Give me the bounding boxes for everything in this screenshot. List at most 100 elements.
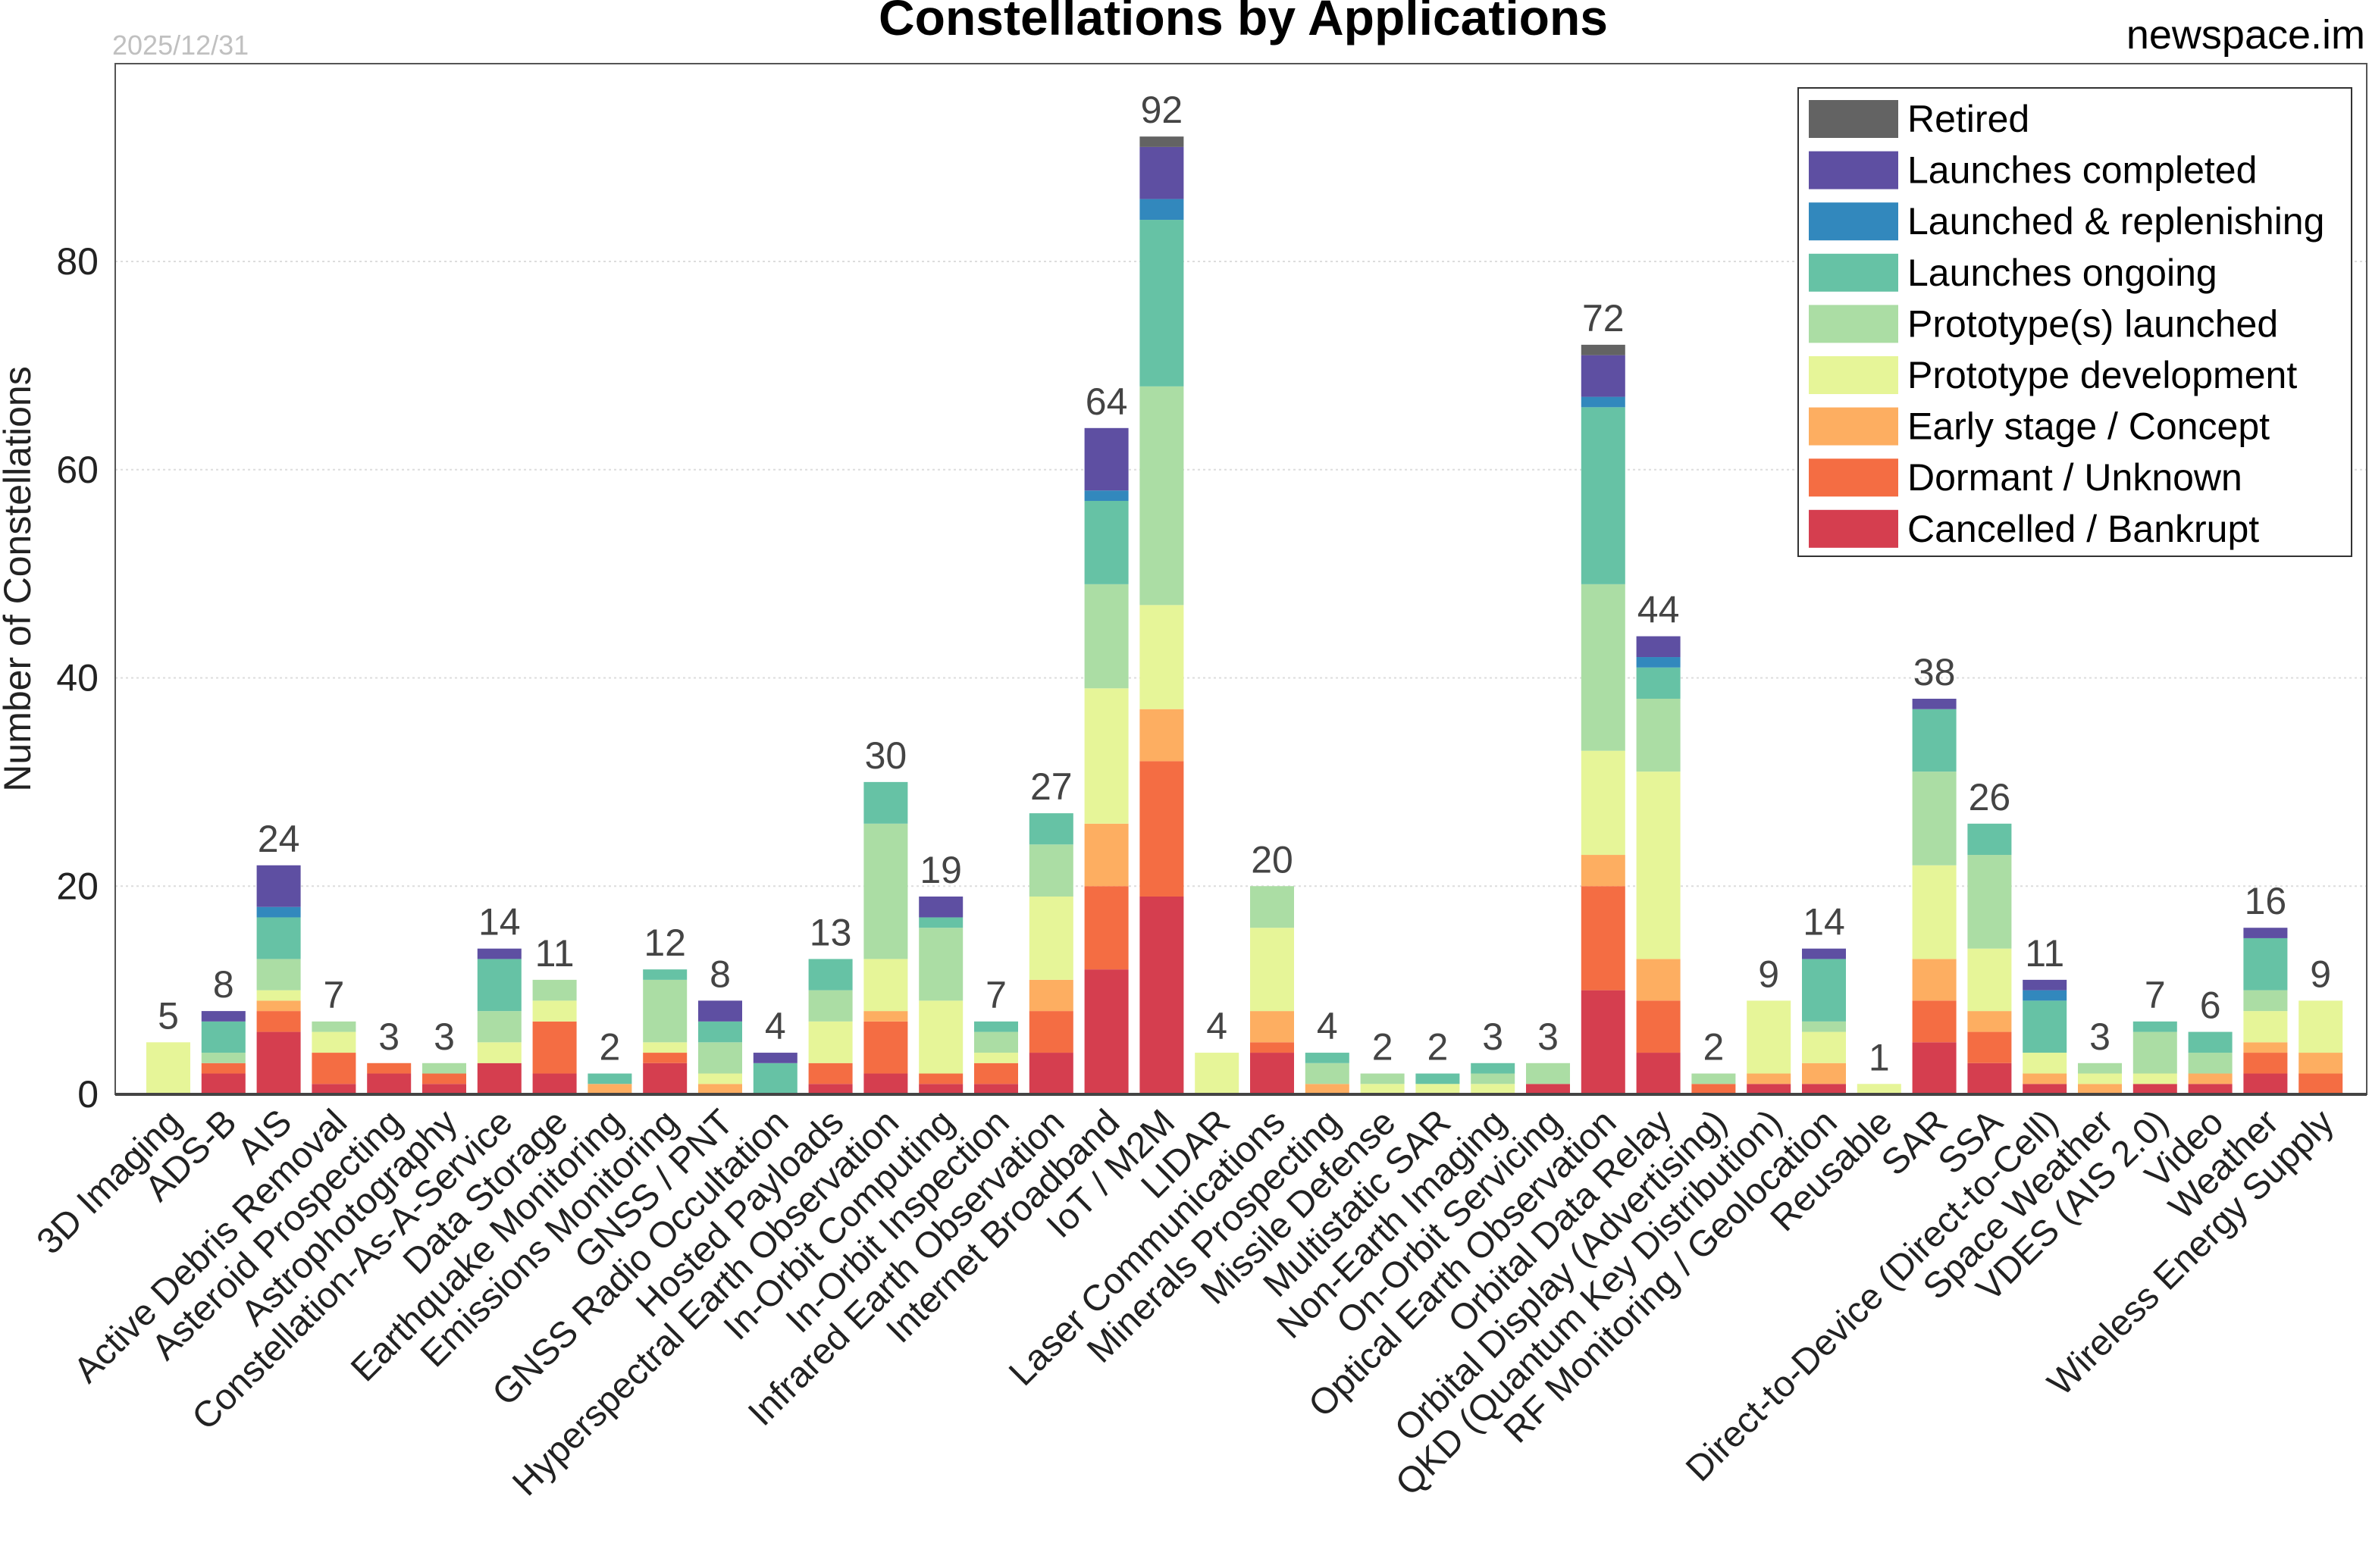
bar-segment <box>1802 1031 1846 1063</box>
value-label: 5 <box>158 994 179 1037</box>
value-label: 27 <box>1030 765 1073 808</box>
bar-segment <box>2188 1073 2233 1084</box>
bar-segment <box>1139 761 1184 897</box>
bar-segment <box>201 1053 246 1063</box>
bar-segment <box>1636 959 1681 1001</box>
bar-segment <box>1139 146 1184 199</box>
chart-title: Constellations by Applications <box>879 0 1608 45</box>
bar-segment <box>1029 844 1073 897</box>
bar-segment <box>643 969 688 980</box>
bar-segment <box>1691 1084 1736 1094</box>
value-label: 64 <box>1086 380 1128 423</box>
bar-segment <box>1029 1053 1073 1094</box>
bar-segment <box>1139 220 1184 387</box>
value-label: 72 <box>1582 297 1625 340</box>
bar-segment <box>2023 979 2067 991</box>
bar-segment <box>367 1063 412 1074</box>
value-label: 2 <box>1372 1026 1393 1069</box>
bar-segment <box>1029 979 1073 1012</box>
bar-segment <box>422 1073 466 1084</box>
bar-segment <box>256 865 301 907</box>
bar-segment <box>532 1000 577 1022</box>
legend-label: Prototype development <box>1907 354 2297 396</box>
gridlines <box>115 261 2367 887</box>
bar-segment <box>1029 813 1073 845</box>
bar-segment <box>1084 490 1129 501</box>
bar-segment <box>1250 1053 1294 1094</box>
value-label: 7 <box>2145 974 2166 1016</box>
bar-segment <box>256 917 301 959</box>
bar-segment <box>698 1000 742 1022</box>
value-label: 24 <box>258 818 300 860</box>
value-label: 12 <box>644 922 686 964</box>
bar-segment <box>919 928 964 1001</box>
bar-segment <box>1305 1063 1349 1084</box>
bar-segment <box>312 1021 356 1032</box>
bar-segment <box>1912 709 1957 772</box>
bar-segment <box>1029 1011 1073 1053</box>
value-label: 7 <box>323 974 344 1016</box>
bar-segment <box>201 1063 246 1074</box>
value-label: 3 <box>2089 1016 2110 1058</box>
bar-segment <box>2243 1042 2288 1053</box>
bar-segment <box>2023 1084 2067 1094</box>
bar-segment <box>1084 500 1129 584</box>
bar-segment <box>1636 1053 1681 1094</box>
bar-segment <box>1581 886 1625 991</box>
bar-segment <box>1471 1063 1515 1074</box>
bar-segment <box>1360 1084 1405 1094</box>
bar-segment <box>1029 896 1073 980</box>
legend-label: Cancelled / Bankrupt <box>1907 508 2259 550</box>
bar-segment <box>422 1063 466 1074</box>
bar-segment <box>1581 355 1625 397</box>
bar-segment <box>477 1042 522 1063</box>
bar-segment <box>256 1000 301 1012</box>
bar-segment <box>753 1063 798 1094</box>
bar-segment <box>1360 1073 1405 1084</box>
bar-segment <box>863 1021 908 1074</box>
bar-segment <box>1526 1084 1570 1094</box>
value-label: 8 <box>213 963 234 1006</box>
bar-segment <box>1250 886 1294 928</box>
bar-segment <box>1747 1084 1791 1094</box>
bar-segment <box>1250 1042 1294 1053</box>
bar-segment <box>2132 1031 2177 1074</box>
bar-segment <box>1636 698 1681 772</box>
bar-segment <box>1084 823 1129 887</box>
value-label: 2 <box>1703 1026 1724 1069</box>
bar-segment <box>1747 1073 1791 1084</box>
bar-segment <box>643 979 688 1043</box>
value-label: 20 <box>1251 838 1293 881</box>
value-label: 6 <box>2200 984 2221 1027</box>
value-label: 26 <box>1969 776 2011 818</box>
bar-segment <box>2078 1073 2122 1084</box>
bar-segment <box>1802 948 1846 959</box>
bar-segment <box>1415 1073 1460 1084</box>
value-label: 7 <box>986 974 1007 1016</box>
bar-segment <box>974 1053 1018 1063</box>
bar-segment <box>2078 1084 2122 1094</box>
bar-segment <box>1912 771 1957 865</box>
bar-segment <box>1305 1053 1349 1063</box>
value-label: 2 <box>599 1026 620 1069</box>
bar-segment <box>588 1073 632 1084</box>
bar-segment <box>808 990 853 1022</box>
bar-segment <box>532 1021 577 1074</box>
bar-segment <box>808 1021 853 1063</box>
bar-segment <box>2243 990 2288 1012</box>
value-label: 8 <box>710 953 731 995</box>
bar-segment <box>974 1084 1018 1094</box>
value-label: 14 <box>1803 901 1845 944</box>
bar-segment <box>201 1011 246 1022</box>
bar-segment <box>863 781 908 824</box>
bar-segment <box>1912 698 1957 709</box>
bar-segment <box>1636 636 1681 658</box>
legend-swatch <box>1809 100 1898 138</box>
bar-segment <box>1967 948 2012 1012</box>
bar-segment <box>2188 1031 2233 1053</box>
y-axis-label: Number of Constellations <box>0 366 39 791</box>
bar-segment <box>256 1011 301 1032</box>
bar-segment <box>1691 1073 1736 1084</box>
